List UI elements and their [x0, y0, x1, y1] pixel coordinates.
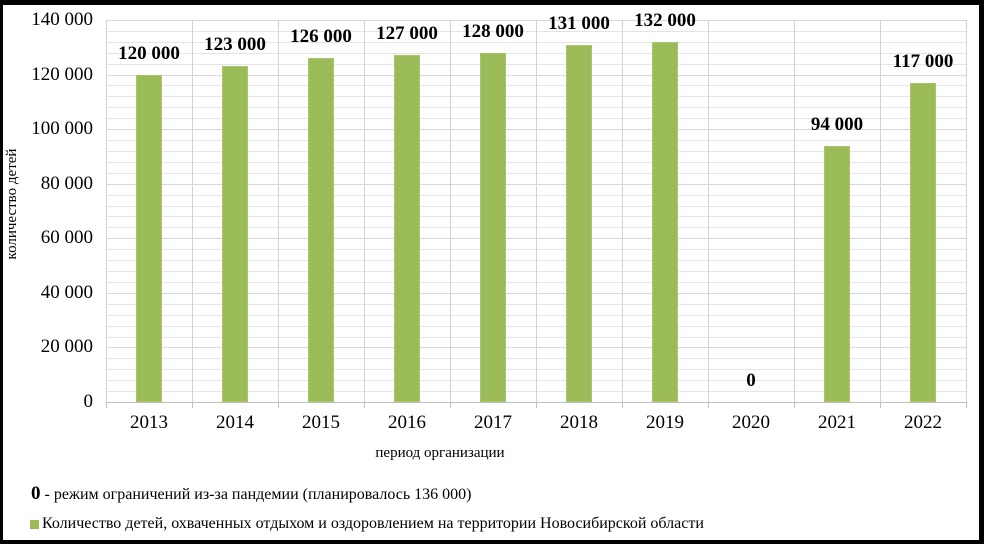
x-tick-label-2019: 2019	[646, 412, 684, 433]
x-axis-tick	[106, 402, 107, 408]
y-tick-label: 20 000	[40, 336, 93, 358]
data-label-2018: 131 000	[548, 12, 610, 34]
x-tick-label-2018: 2018	[560, 412, 598, 433]
note-text: - режим ограничений из-за пандемии (план…	[40, 486, 472, 503]
x-tick-label-2020: 2020	[732, 412, 770, 433]
legend-label: Количество детей, охваченных отдыхом и о…	[42, 515, 704, 532]
bar-2019	[652, 41, 678, 402]
data-label-2020: 0	[746, 370, 756, 391]
x-axis-tick	[966, 402, 967, 408]
category-separator	[278, 20, 279, 402]
y-tick-label: 0	[83, 391, 94, 412]
legend-square-icon	[30, 519, 39, 529]
x-axis-tick	[364, 402, 365, 408]
y-tick-label: 120 000	[31, 63, 93, 85]
data-label-2013: 120 000	[118, 42, 180, 64]
legend: Количество детей, охваченных отдыхом и о…	[30, 514, 704, 534]
category-separator	[622, 20, 623, 402]
x-tick-label-2016: 2016	[388, 412, 426, 433]
x-axis-tick	[192, 402, 193, 408]
category-separator	[708, 20, 709, 402]
bar-2018	[566, 44, 592, 402]
bar-2015	[308, 58, 334, 402]
data-label-2022: 117 000	[892, 50, 954, 72]
bar-2013	[136, 74, 162, 402]
x-tick-label-2013: 2013	[130, 412, 168, 433]
category-separator	[450, 20, 451, 402]
category-separator	[966, 20, 967, 402]
annotation-note: 0 - режим ограничений из-за пандемии (пл…	[31, 484, 471, 505]
x-axis-tick	[708, 402, 709, 408]
y-tick-label: 140 000	[31, 9, 93, 30]
x-axis-tick	[536, 402, 537, 408]
category-separator	[880, 20, 881, 402]
plot-area	[106, 20, 967, 408]
x-axis-tick	[794, 402, 795, 408]
category-separator	[364, 20, 365, 402]
data-label-2015: 126 000	[290, 26, 352, 48]
data-label-2019: 132 000	[634, 9, 696, 31]
x-tick-label-2014: 2014	[216, 412, 254, 433]
x-axis-tick	[450, 402, 451, 408]
x-tick-label-2022: 2022	[904, 412, 942, 433]
data-label-2021: 94 000	[810, 113, 864, 135]
data-label-2017: 128 000	[462, 20, 524, 42]
y-tick-label: 80 000	[40, 172, 93, 194]
bar-2022	[910, 82, 936, 402]
y-axis-title: количество детей	[4, 148, 20, 260]
category-separator	[794, 20, 795, 402]
bar-2017	[480, 52, 506, 402]
x-axis-tick	[278, 402, 279, 408]
bar-2016	[394, 55, 420, 402]
x-tick-label-2021: 2021	[818, 412, 856, 433]
y-tick-label: 60 000	[40, 227, 93, 249]
x-axis-tick	[622, 402, 623, 408]
category-separator	[192, 20, 193, 402]
x-axis-title: период организации	[375, 445, 505, 461]
data-label-2014: 123 000	[204, 34, 266, 56]
x-axis-tick	[880, 402, 881, 408]
bar-2014	[222, 66, 248, 402]
y-tick-label: 100 000	[31, 118, 93, 140]
note-zero: 0	[31, 483, 41, 504]
category-separator	[536, 20, 537, 402]
x-tick-label-2017: 2017	[474, 412, 512, 433]
x-tick-label-2015: 2015	[302, 412, 340, 433]
bar-2021	[824, 145, 850, 402]
category-separator	[106, 20, 107, 402]
data-label-2016: 127 000	[376, 23, 438, 45]
y-tick-label: 40 000	[40, 281, 93, 303]
